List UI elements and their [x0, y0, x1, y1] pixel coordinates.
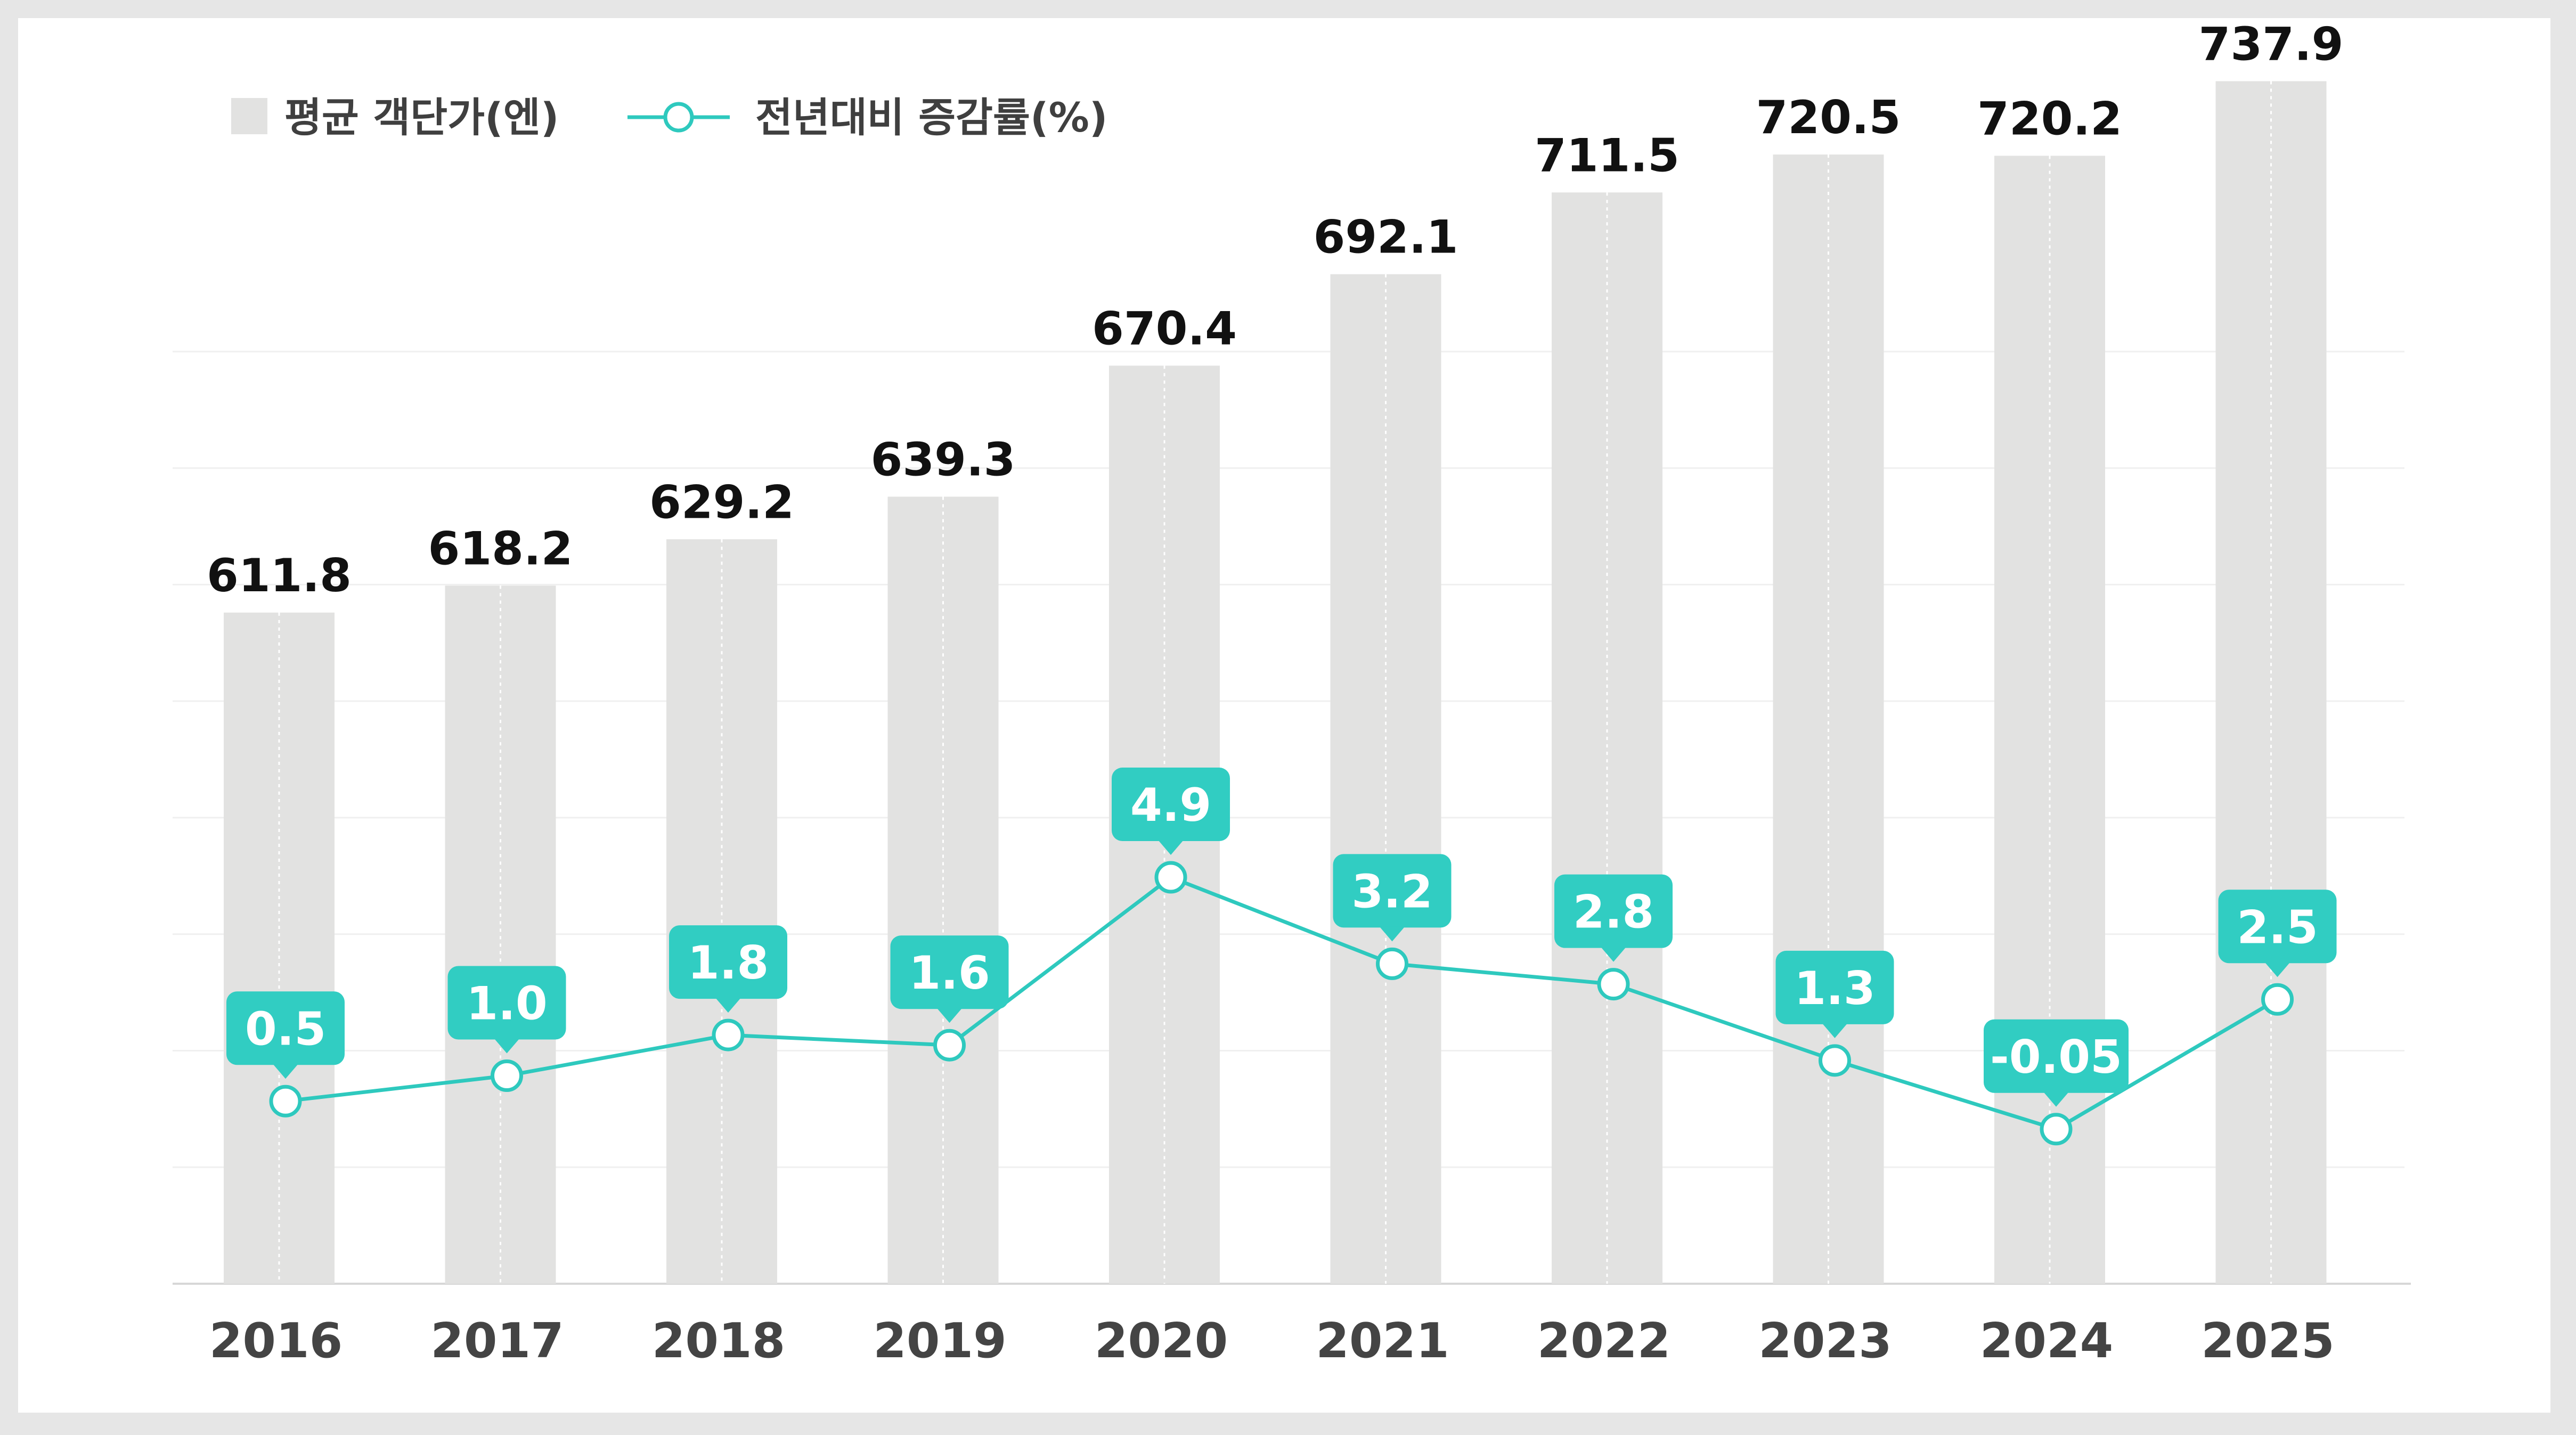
rate-value-label: 1.3	[1794, 962, 1875, 1015]
rate-value-label: 4.9	[1130, 779, 1211, 832]
bar-value-label: 618.2	[428, 522, 573, 575]
legend-bar-label: 평균 객단가(엔)	[284, 94, 559, 141]
rate-value-label: 3.2	[1351, 865, 1432, 918]
bar-labels: 611.8 618.2 629.2 639.3 670.4 692.1 711.5 720.5…	[207, 18, 2344, 602]
rate-callout-pointer	[1601, 947, 1626, 962]
legend-line-label: 전년대비 증감률(%)	[755, 94, 1108, 141]
x-tick-label: 2021	[1316, 1313, 1449, 1369]
legend: 평균 객단가(엔) 전년대비 증감률(%)	[231, 94, 1108, 141]
rate-point	[1819, 1044, 1851, 1077]
rate-point	[491, 1059, 523, 1092]
rate-callouts: 0.5 1.0 1.8 1.6 4.9 3.2 2.8 1.3 -0.05 2.5	[226, 768, 2337, 1107]
rate-value-label: 1.0	[466, 977, 547, 1031]
rate-callout-box	[2218, 890, 2337, 964]
rate-callout-box	[1333, 854, 1452, 928]
bar-value-label: 629.2	[649, 476, 794, 529]
rate-point	[269, 1085, 302, 1118]
rate-point	[1376, 947, 1408, 980]
rate-callout: 1.6	[890, 935, 1009, 1023]
rate-callout-box	[226, 991, 345, 1065]
x-tick-label: 2025	[2201, 1313, 2335, 1369]
rate-callout-pointer	[2264, 962, 2290, 977]
rate-callout: 1.0	[447, 966, 566, 1054]
rate-callout-pointer	[715, 998, 741, 1013]
rate-value-label: -0.05	[1990, 1031, 2122, 1084]
rate-point	[2261, 983, 2294, 1016]
bar	[887, 496, 999, 1284]
rate-callout-box	[1112, 768, 1230, 842]
x-axis-ticks: 2016 2017 2018 2019 2020 2021 2022 2023 2024 2025	[209, 1313, 2335, 1369]
rate-callout-pointer	[936, 1008, 963, 1023]
rate-point	[712, 1018, 745, 1051]
rate-callout: 2.8	[1554, 874, 1673, 962]
rate-callout-pointer	[273, 1064, 298, 1079]
rate-callout-pointer	[1379, 926, 1405, 942]
rate-callout-pointer	[2043, 1091, 2069, 1107]
bar	[666, 539, 777, 1284]
bar-value-label: 711.5	[1535, 129, 1680, 182]
rate-callout: -0.05	[1984, 1019, 2129, 1107]
legend-line-marker	[663, 102, 694, 133]
bar	[1773, 154, 1884, 1284]
rate-value-label: 1.6	[909, 947, 990, 1000]
rate-point	[2040, 1113, 2073, 1146]
rate-callout-box	[669, 925, 787, 999]
bars	[224, 81, 2327, 1284]
bar-value-label: 692.1	[1313, 211, 1458, 264]
rate-callout-pointer	[1158, 840, 1184, 855]
x-tick-label: 2018	[652, 1313, 786, 1369]
x-tick-label: 2023	[1758, 1313, 1892, 1369]
bar-value-label: 639.3	[870, 433, 1015, 486]
rate-callout: 4.9	[1112, 768, 1230, 855]
rate-callout-box	[1984, 1019, 2129, 1093]
bar	[1330, 274, 1441, 1284]
rate-callout-box	[890, 935, 1009, 1009]
rate-callout: 0.5	[226, 991, 345, 1079]
rate-callout: 3.2	[1333, 854, 1452, 942]
rate-point	[1597, 968, 1630, 1001]
x-tick-label: 2019	[873, 1313, 1007, 1369]
x-tick-label: 2022	[1537, 1313, 1671, 1369]
chart-card: 평균 객단가(엔) 전년대비 증감률(%) 611.8 618.2 629.2 639…	[18, 18, 2550, 1413]
rate-line-path	[285, 875, 2279, 1131]
bar-line-chart: 평균 객단가(엔) 전년대비 증감률(%) 611.8 618.2 629.2 639…	[173, 18, 2411, 1369]
bar-value-label: 737.9	[2198, 18, 2343, 71]
legend-bar-swatch	[231, 98, 267, 134]
rate-callout: 1.8	[669, 925, 787, 1013]
bar-value-label: 611.8	[207, 549, 352, 602]
bar-value-label: 720.2	[1977, 92, 2122, 145]
rate-value-label: 0.5	[245, 1002, 326, 1056]
x-tick-label: 2024	[1980, 1313, 2114, 1369]
x-tick-label: 2020	[1095, 1313, 1228, 1369]
rate-value-label: 2.5	[2237, 901, 2318, 954]
rate-callout-box	[447, 966, 566, 1040]
rate-callout-pointer	[494, 1038, 520, 1054]
rate-callout-pointer	[1822, 1023, 1848, 1038]
rate-point	[1154, 861, 1187, 894]
rate-callout: 2.5	[2218, 890, 2337, 977]
rate-callout: 1.3	[1775, 950, 1894, 1038]
rate-value-label: 1.8	[688, 936, 769, 990]
rate-line	[269, 861, 2294, 1146]
bar-value-label: 670.4	[1092, 302, 1237, 355]
bar-value-label: 720.5	[1756, 91, 1901, 144]
x-tick-label: 2017	[430, 1313, 564, 1369]
rate-callout-box	[1554, 874, 1673, 948]
x-tick-label: 2016	[209, 1313, 343, 1369]
rate-point	[933, 1029, 966, 1062]
rate-value-label: 2.8	[1573, 886, 1654, 939]
rate-callout-box	[1775, 950, 1894, 1024]
